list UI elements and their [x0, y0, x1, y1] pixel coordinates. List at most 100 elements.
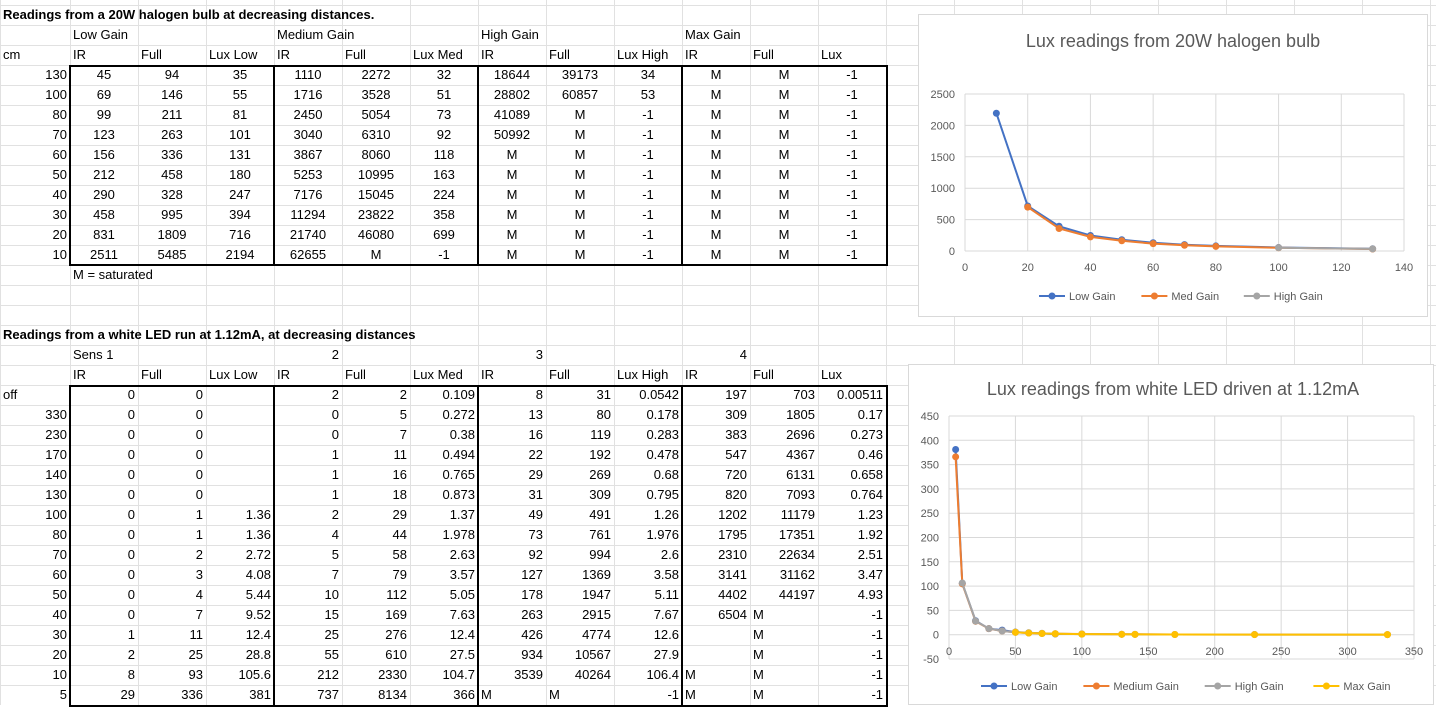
column-header[interactable]: Full [753, 367, 774, 382]
table-cell[interactable]: M [753, 607, 764, 622]
table-cell[interactable]: 18644 [493, 67, 531, 82]
table-cell[interactable]: 1 [331, 447, 339, 462]
table-cell[interactable]: 60857 [561, 87, 599, 102]
data-point[interactable] [1383, 631, 1391, 639]
table-cell[interactable]: 197 [725, 387, 747, 402]
table-cell[interactable]: 737 [317, 687, 339, 702]
distance-cell[interactable]: 170 [45, 447, 67, 462]
data-point[interactable] [972, 617, 980, 625]
table-cell[interactable]: 720 [725, 467, 747, 482]
table-cell[interactable]: 1.976 [646, 527, 679, 542]
table-cell[interactable]: 491 [589, 507, 611, 522]
table-cell[interactable]: 0 [331, 427, 339, 442]
table-cell[interactable]: 2272 [361, 67, 391, 82]
sens-header[interactable]: 4 [739, 347, 747, 362]
table-cell[interactable]: -1 [846, 207, 858, 222]
table-cell[interactable]: M [685, 687, 696, 702]
table-cell[interactable]: 290 [93, 187, 115, 202]
column-header[interactable]: Full [549, 367, 570, 382]
table-cell[interactable]: 92 [528, 547, 543, 562]
table-cell[interactable]: 2.6 [660, 547, 679, 562]
table-cell[interactable]: 381 [249, 687, 271, 702]
table-cell[interactable]: 3040 [293, 127, 323, 142]
table-cell[interactable]: -1 [846, 187, 858, 202]
table-cell[interactable]: 3.47 [857, 567, 883, 582]
table-cell[interactable]: -1 [846, 247, 858, 262]
table-cell[interactable]: 547 [725, 447, 747, 462]
table-cell[interactable]: 7176 [293, 187, 323, 202]
table-cell[interactable]: -1 [846, 67, 858, 82]
table-cell[interactable]: 58 [392, 547, 407, 562]
table-cell[interactable]: 0.658 [850, 467, 883, 482]
table-cell[interactable]: -1 [871, 667, 883, 682]
column-header[interactable]: Lux Med [413, 367, 463, 382]
table-cell[interactable]: 1795 [718, 527, 747, 542]
data-point[interactable] [1149, 240, 1157, 248]
table-cell[interactable]: 0.38 [449, 427, 475, 442]
table-cell[interactable]: 62655 [289, 247, 327, 262]
table-cell[interactable] [206, 385, 274, 405]
table-cell[interactable]: 7.67 [653, 607, 679, 622]
column-header[interactable]: Lux [821, 47, 842, 62]
table-cell[interactable] [206, 405, 274, 425]
table-cell[interactable]: 105.6 [238, 667, 271, 682]
column-header[interactable]: Full [345, 367, 366, 382]
distance-cell[interactable]: 80 [52, 107, 67, 122]
table-cell[interactable]: 32 [436, 67, 452, 82]
table-cell[interactable]: M [685, 667, 696, 682]
distance-cell[interactable]: 40 [52, 187, 67, 202]
distance-cell[interactable]: 70 [52, 547, 67, 562]
table-cell[interactable]: 2450 [293, 107, 323, 122]
table-cell[interactable]: 15045 [357, 187, 395, 202]
table-cell[interactable]: 1.36 [245, 527, 271, 542]
table-cell[interactable]: 11294 [290, 207, 326, 222]
table-cell[interactable]: M [753, 647, 764, 662]
table-cell[interactable]: 0.00511 [836, 387, 883, 402]
table-cell[interactable]: 0 [127, 387, 135, 402]
table-cell[interactable]: 12.6 [653, 627, 679, 642]
distance-cell[interactable]: 20 [52, 647, 67, 662]
table-cell[interactable]: 4 [331, 527, 339, 542]
table-cell[interactable]: 0.178 [646, 407, 679, 422]
data-point[interactable] [1055, 225, 1063, 233]
table-cell[interactable]: 211 [161, 107, 183, 122]
table-cell[interactable]: 11179 [780, 507, 815, 522]
table-cell[interactable]: -1 [846, 107, 858, 122]
table-cell[interactable]: 0 [127, 467, 135, 482]
table-cell[interactable]: 426 [521, 627, 543, 642]
table-cell[interactable]: 51 [436, 87, 452, 102]
distance-cell[interactable]: 10 [52, 667, 67, 682]
table-cell[interactable] [682, 645, 750, 665]
table-cell[interactable]: 0 [195, 447, 203, 462]
table-cell[interactable]: 0.0542 [639, 387, 679, 402]
column-header[interactable]: Lux Low [209, 47, 258, 62]
table-cell[interactable]: 104.7 [442, 667, 475, 682]
table-cell[interactable]: 366 [453, 687, 475, 702]
distance-cell[interactable]: 80 [52, 527, 67, 542]
table-cell[interactable]: M [710, 147, 722, 162]
table-cell[interactable]: 1.23 [857, 507, 883, 522]
table-cell[interactable]: 5.05 [449, 587, 475, 602]
table-cell[interactable]: 22 [528, 447, 543, 462]
table-cell[interactable]: 610 [385, 647, 407, 662]
distance-cell[interactable]: off [3, 387, 18, 402]
table-cell[interactable]: 0 [127, 407, 135, 422]
table-cell[interactable]: -1 [846, 127, 858, 142]
distance-cell[interactable]: 140 [45, 467, 67, 482]
table-cell[interactable]: 1947 [582, 587, 611, 602]
distance-cell[interactable]: 330 [45, 407, 67, 422]
data-point[interactable] [1011, 628, 1019, 636]
table-cell[interactable]: M [481, 687, 492, 702]
data-point[interactable] [952, 446, 960, 454]
column-header[interactable]: IR [685, 367, 698, 382]
table-cell[interactable]: 7 [331, 567, 339, 582]
table-cell[interactable]: 101 [229, 127, 251, 142]
table-cell[interactable]: -1 [642, 187, 654, 202]
table-cell[interactable]: 146 [161, 87, 183, 102]
table-cell[interactable]: 4367 [786, 447, 815, 462]
table-cell[interactable]: 716 [229, 227, 251, 242]
table-cell[interactable]: 29 [528, 467, 543, 482]
table-cell[interactable]: 263 [521, 607, 543, 622]
table-cell[interactable] [206, 445, 274, 465]
table-cell[interactable]: M [778, 107, 790, 122]
